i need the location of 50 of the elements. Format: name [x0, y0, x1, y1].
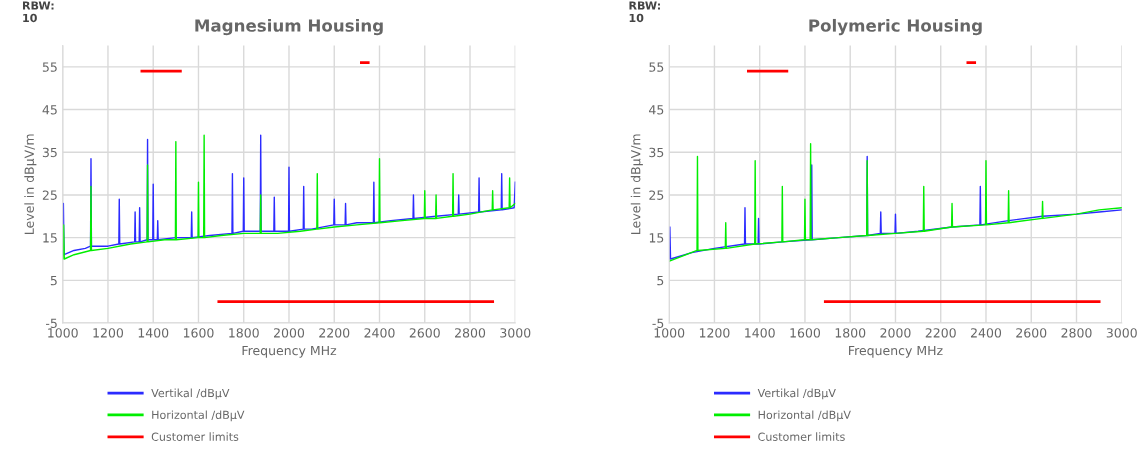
y-tick-label: 25: [649, 190, 664, 200]
y-tick-label: 35: [42, 147, 57, 158]
x-axis-title: Frequency MHz: [242, 345, 337, 358]
y-axis-title: Level in dBµV/m: [24, 134, 37, 234]
x-tick-label: 1400: [745, 328, 775, 338]
x-tick-label: 2600: [1016, 328, 1047, 338]
legend-label: Customer limits: [151, 432, 239, 441]
x-tick-label: 1200: [93, 328, 124, 338]
x-tick-label: 1600: [183, 328, 214, 338]
legend-label: Vertikal /dBµV: [151, 388, 230, 400]
x-tick-label: 3000: [1106, 328, 1137, 338]
x-tick-label: 3000: [500, 328, 531, 338]
y-tick-label: 25: [42, 190, 57, 200]
x-tick-label: 1400: [138, 328, 169, 338]
x-tick-label: 1600: [790, 328, 821, 338]
legend-label: Horizontal /dBµV: [152, 410, 245, 422]
x-tick-label: 2800: [455, 328, 486, 338]
y-tick-label: 35: [649, 147, 664, 158]
text: RBW: 10: [629, 1, 660, 23]
x-tick-label: 2000: [274, 328, 305, 338]
y-axis-title: Level in dBµV/m: [630, 134, 643, 234]
x-tick-label: 1200: [699, 328, 730, 338]
chart-title: Polymeric Housing: [809, 18, 982, 36]
legend-label: Horizontal /dBµV: [758, 410, 851, 422]
x-tick-label: 1000: [654, 328, 685, 338]
y-tick-label: 45: [42, 105, 57, 115]
x-tick-label: 2000: [880, 328, 911, 338]
text: RBW: 10: [22, 1, 54, 23]
y-tick-label: -5: [652, 318, 664, 328]
x-tick-label: 1800: [229, 328, 259, 338]
chart-title: Magnesium Housing: [195, 18, 383, 36]
y-tick-label: 55: [42, 62, 57, 72]
x-tick-label: 2400: [971, 328, 1002, 338]
legend-label: Vertikal /dBµV: [757, 388, 836, 400]
y-tick-label: 45: [649, 105, 664, 115]
legend-label: Customer limits: [758, 432, 845, 441]
y-tick-label: 55: [649, 62, 664, 72]
x-tick-label: 2200: [319, 328, 350, 338]
y-tick-label: -5: [45, 318, 57, 328]
y-tick-label: 15: [43, 233, 57, 243]
x-tick-label: 2200: [925, 328, 956, 338]
x-tick-label: 1800: [835, 328, 866, 338]
y-tick-label: 15: [649, 233, 664, 243]
x-tick-label: 2600: [409, 328, 440, 338]
y-tick-label: 5: [657, 275, 664, 286]
x-tick-label: 2400: [364, 328, 395, 338]
x-tick-label: 1000: [48, 328, 78, 338]
x-tick-label: 2800: [1061, 328, 1092, 338]
y-tick-label: 5: [50, 275, 57, 286]
x-axis-title: Frequency MHz: [849, 345, 943, 358]
